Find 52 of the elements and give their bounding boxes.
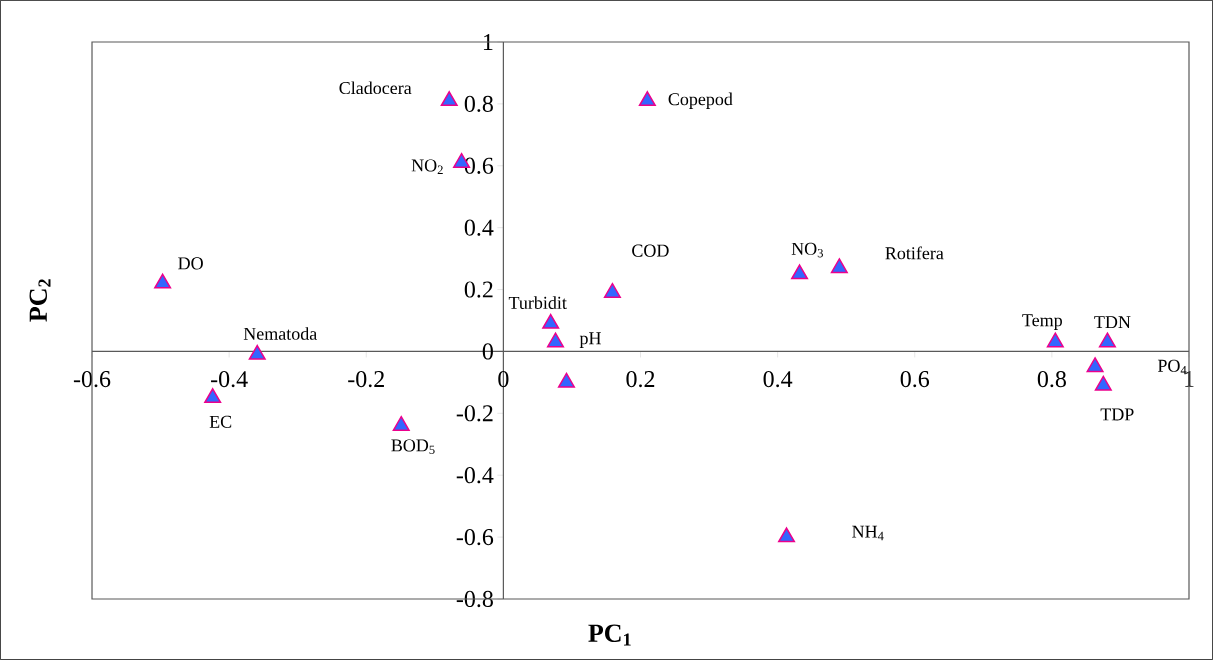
- point: [557, 372, 575, 388]
- point: [1086, 357, 1104, 373]
- annotation: NH$_{4}$: [852, 525, 884, 541]
- point: [1094, 375, 1112, 391]
- y-axis-title: PC$_{2}$: [29, 279, 51, 322]
- y-tick-label: 0.2: [464, 281, 493, 298]
- point: [154, 273, 172, 289]
- point: [542, 313, 560, 329]
- point: [248, 344, 266, 360]
- x-tick-label: 0.4: [763, 370, 793, 388]
- x-axis-title: PC$_{1}$: [588, 624, 631, 646]
- x-tick-label: 0.8: [1037, 370, 1066, 388]
- x-tick-label: 1: [1185, 370, 1194, 387]
- annotation: TDN: [1094, 316, 1131, 329]
- x-tick-label: 0.6: [900, 370, 930, 388]
- annotation: Copepod: [668, 92, 733, 109]
- point: [440, 91, 458, 107]
- annotation: pH: [579, 332, 601, 348]
- y-tick-label: 1: [483, 34, 493, 50]
- annotation: Temp: [1022, 314, 1062, 330]
- point: [778, 527, 796, 543]
- x-tick-label: -0.2: [348, 370, 384, 388]
- y-tick-label: -0.2: [456, 405, 493, 422]
- y-tick-label: -0.8: [456, 590, 493, 608]
- y-tick-label: -0.6: [456, 528, 494, 546]
- annotation: Cladocera: [339, 81, 412, 95]
- annotation: Turbidit: [508, 296, 567, 309]
- y-tick-label: -0.4: [456, 467, 494, 484]
- annotation: TDP: [1100, 408, 1134, 421]
- point: [392, 415, 410, 431]
- point: [1098, 332, 1116, 348]
- point: [546, 332, 565, 348]
- annotation: PO$_{4}$: [1157, 359, 1187, 375]
- annotation: Nematoda: [243, 327, 317, 340]
- point: [638, 91, 656, 107]
- annotation: Rotifera: [885, 246, 944, 260]
- x-tick-label: -0.6: [73, 370, 111, 388]
- annotation: NO$_{3}$: [791, 242, 823, 258]
- point: [830, 258, 848, 274]
- annotation: NO$_{2}$: [411, 159, 443, 174]
- point: [204, 388, 222, 404]
- x-tick-label: -0.4: [211, 370, 248, 388]
- y-tick-label: 0.4: [464, 219, 494, 236]
- annotation: DO: [178, 257, 203, 270]
- annotation: BOD$_{5}$: [391, 439, 435, 455]
- annotation: EC: [209, 415, 232, 428]
- point: [603, 282, 621, 298]
- point: [1046, 332, 1064, 348]
- x-tick-label: 0.2: [626, 370, 655, 388]
- y-tick-label: 0.8: [464, 95, 493, 113]
- annotation: COD: [632, 244, 669, 257]
- point: [791, 264, 809, 280]
